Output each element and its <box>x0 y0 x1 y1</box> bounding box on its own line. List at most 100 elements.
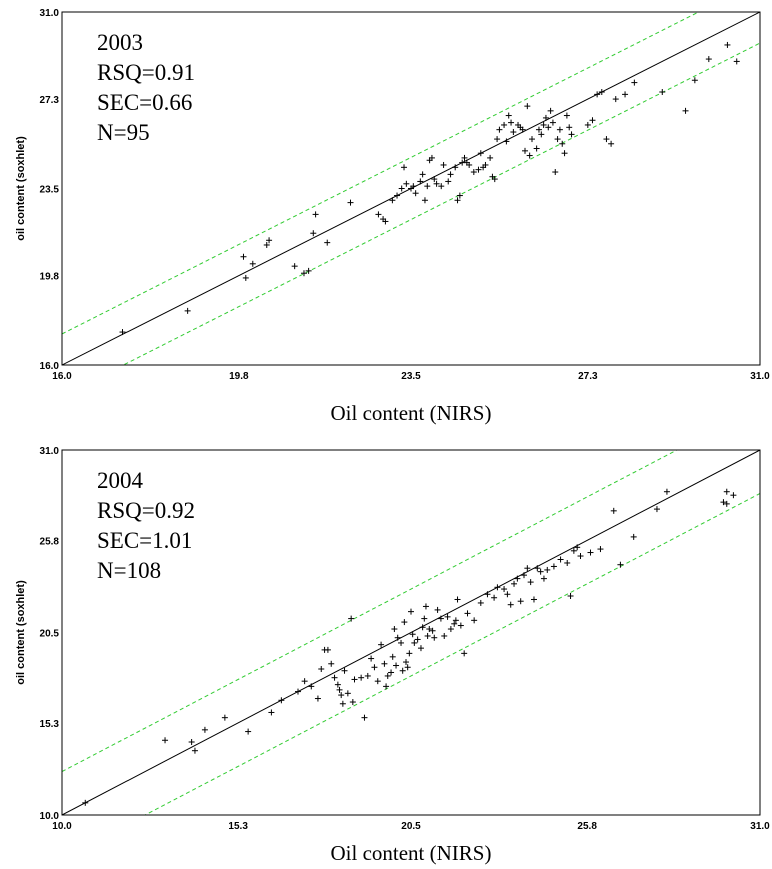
y-tick-label: 31.0 <box>40 446 60 457</box>
data-point <box>394 634 401 641</box>
data-point <box>589 117 596 124</box>
data-point <box>504 591 511 598</box>
data-point <box>534 565 541 572</box>
data-point <box>597 546 604 553</box>
data-point <box>570 547 577 554</box>
data-point <box>336 686 343 693</box>
data-point <box>519 126 526 133</box>
data-point <box>344 690 351 697</box>
data-point <box>358 674 365 681</box>
stat-annotation: N=95 <box>97 120 150 145</box>
data-point <box>428 154 435 161</box>
data-point <box>587 549 594 556</box>
data-point <box>564 559 571 566</box>
data-point <box>417 645 424 652</box>
data-point <box>691 77 698 84</box>
data-point <box>466 161 473 168</box>
data-point <box>584 121 591 128</box>
data-point <box>82 799 89 806</box>
data-point <box>188 739 195 745</box>
data-point <box>414 636 421 643</box>
data-point <box>438 183 445 190</box>
y-tick-label: 16.0 <box>40 361 60 372</box>
data-point <box>496 126 503 133</box>
data-point <box>556 126 563 133</box>
data-point <box>475 166 482 173</box>
data-point <box>454 197 461 204</box>
data-point <box>426 626 433 633</box>
data-point <box>521 572 528 579</box>
data-point <box>447 171 454 178</box>
y-tick-label: 27.3 <box>40 95 60 106</box>
stat-annotation: SEC=0.66 <box>97 90 192 115</box>
data-point <box>470 169 477 176</box>
y-tick-label: 19.8 <box>40 272 60 283</box>
regression-line <box>62 450 760 815</box>
data-point <box>457 622 464 629</box>
data-point <box>119 329 126 336</box>
data-point <box>550 563 557 570</box>
data-point <box>487 154 494 161</box>
data-point <box>608 140 615 147</box>
data-point <box>547 107 554 114</box>
data-point <box>294 688 301 695</box>
data-point <box>409 631 416 638</box>
lower-band-line <box>122 42 760 365</box>
data-point <box>433 180 440 187</box>
data-point <box>528 136 535 143</box>
data-point <box>349 699 356 706</box>
data-point <box>421 197 428 204</box>
stat-annotation: N=108 <box>97 558 161 583</box>
y-tick-label: 20.5 <box>40 629 60 640</box>
data-point <box>612 96 619 103</box>
data-point <box>300 270 307 277</box>
data-point <box>245 728 252 735</box>
data-point <box>554 136 561 143</box>
data-point <box>240 253 247 260</box>
data-point <box>537 568 544 575</box>
x-tick-label: 31.0 <box>750 821 770 832</box>
data-point <box>410 183 417 190</box>
data-point <box>351 676 358 683</box>
data-point <box>653 506 660 513</box>
data-point <box>371 664 378 671</box>
x-tick-label: 23.5 <box>401 371 421 382</box>
data-point <box>527 579 534 586</box>
data-point <box>517 598 524 605</box>
data-point <box>278 697 285 704</box>
data-point <box>445 178 452 185</box>
data-point <box>441 632 448 639</box>
data-point <box>263 241 270 248</box>
year-annotation: 2003 <box>97 30 143 55</box>
data-point <box>659 89 666 96</box>
plot-frame <box>61 11 761 366</box>
data-point <box>454 596 461 603</box>
data-point <box>522 147 529 154</box>
data-point <box>494 136 501 143</box>
data-point <box>318 666 325 672</box>
data-point <box>361 714 368 721</box>
data-point <box>464 610 471 617</box>
data-point <box>730 492 737 499</box>
data-point <box>603 136 610 143</box>
data-point <box>594 91 601 98</box>
scatter-panel-2: 10.0 15.3 20.5 25.8 31.0 10.0 15.3 20.5 25.8 31.0… <box>15 446 770 865</box>
data-point <box>557 556 564 563</box>
data-point <box>452 617 459 624</box>
data-point <box>733 58 740 65</box>
data-point <box>404 664 411 671</box>
data-point <box>301 678 308 685</box>
x-tick-label: 27.3 <box>578 371 598 382</box>
y-tick-label: 15.3 <box>40 719 60 730</box>
data-point <box>549 119 556 126</box>
data-point <box>391 626 398 633</box>
data-point <box>412 190 419 197</box>
data-point <box>266 237 273 244</box>
year-annotation: 2004 <box>97 468 144 493</box>
data-point <box>389 197 396 204</box>
data-point <box>242 274 249 281</box>
data-point <box>374 678 381 685</box>
data-point <box>540 121 547 128</box>
data-point <box>510 129 517 136</box>
y-tick-label: 10.0 <box>40 811 60 822</box>
